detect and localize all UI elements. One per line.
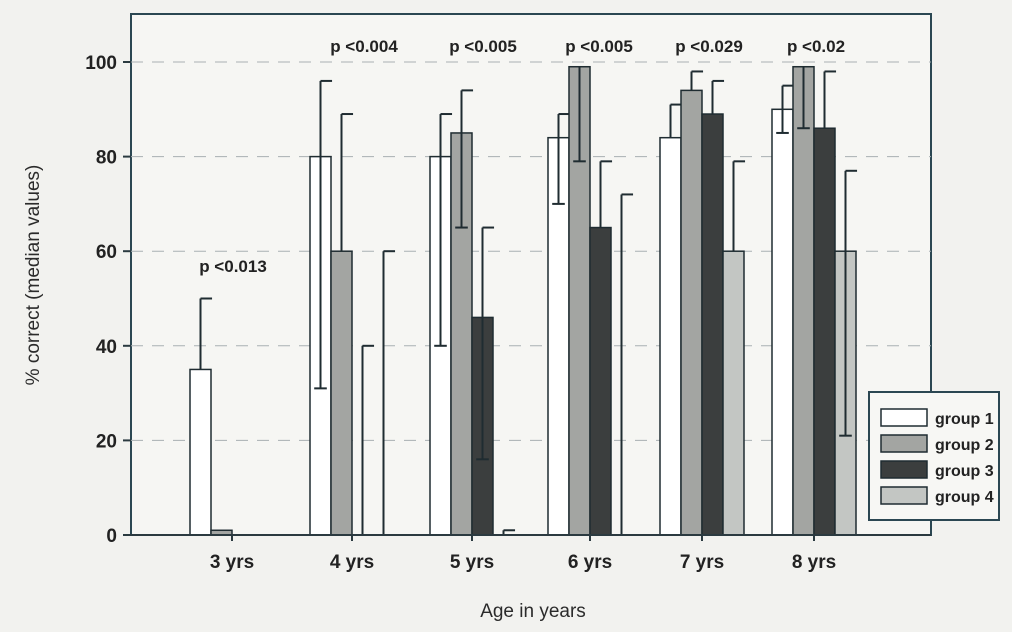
labels: 0 20 40 60 80 100 3 yrs 4 yrs 5 yrs 6 yrs 7 yrs 8 y…: [85, 37, 845, 573]
bar-group-1-4: [659, 136, 682, 536]
legend-label-3: group 3: [935, 463, 994, 480]
p-value-annotation-5: p <0.02: [787, 37, 845, 56]
legend-swatch-2: [880, 434, 928, 453]
p-value-annotation-4: p <0.029: [675, 37, 743, 56]
legend-label-4: group 4: [935, 489, 994, 506]
axes: [123, 61, 931, 541]
bars: [189, 65, 858, 536]
y-tick-label-20: 20: [96, 431, 117, 452]
p-value-annotation-2: p <0.005: [449, 37, 517, 56]
legend-label-2: group 2: [935, 437, 994, 454]
grid-lines: [131, 61, 931, 441]
y-tick-label-0: 0: [106, 526, 117, 547]
bar-group-1-5: [771, 108, 794, 536]
legend-swatch-4: [880, 486, 928, 505]
x-tick-label-5: 8 yrs: [792, 552, 836, 573]
p-value-annotation-0: p <0.013: [199, 257, 267, 276]
x-tick-label-1: 4 yrs: [330, 552, 374, 573]
bar-group-3-4: [701, 113, 724, 536]
bar-group-2-4: [680, 89, 703, 536]
p-value-annotation-3: p <0.005: [565, 37, 633, 56]
y-tick-label-100: 100: [85, 53, 117, 74]
y-axis-title: % correct (median values): [23, 165, 44, 386]
y-tick-label-40: 40: [96, 337, 117, 358]
legend-swatch-1: [880, 408, 928, 427]
x-tick-label-0: 3 yrs: [210, 552, 254, 573]
x-tick-label-3: 6 yrs: [568, 552, 612, 573]
p-value-annotation-1: p <0.004: [330, 37, 398, 56]
bar-group-4-4: [722, 250, 745, 536]
legend-label-1: group 1: [935, 411, 994, 428]
bar-group-1-0: [189, 368, 212, 536]
bar-group-2-1: [330, 250, 353, 536]
bar-group-2-5: [792, 65, 815, 536]
x-axis-title: Age in years: [480, 601, 586, 622]
bar-group-3-3: [589, 226, 612, 536]
legend: group 1 group 2 group 3 group 4: [868, 391, 1000, 521]
legend-swatch-3: [880, 460, 928, 479]
x-tick-label-2: 5 yrs: [450, 552, 494, 573]
y-tick-label-60: 60: [96, 242, 117, 263]
y-tick-label-80: 80: [96, 148, 117, 169]
x-tick-label-4: 7 yrs: [680, 552, 724, 573]
bar-group-3-5: [813, 127, 836, 536]
